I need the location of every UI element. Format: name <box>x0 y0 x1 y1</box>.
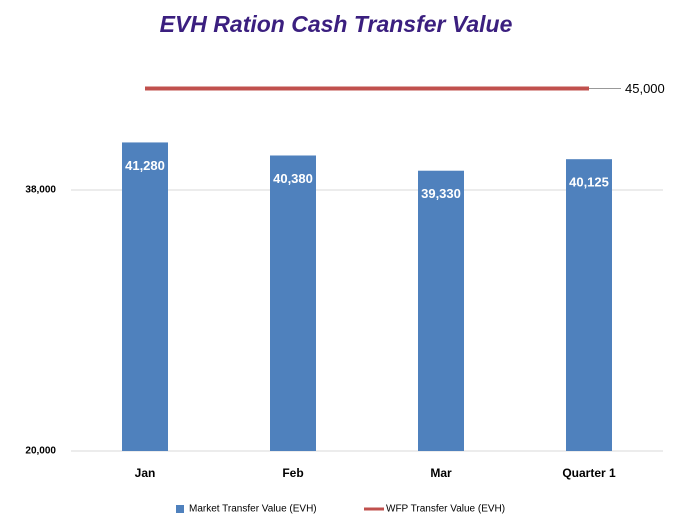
x-tick-label: Jan <box>135 466 156 480</box>
bar <box>566 159 612 451</box>
bar <box>418 170 464 451</box>
bar <box>122 142 168 451</box>
data-label: 39,330 <box>421 186 461 201</box>
x-tick-label: Quarter 1 <box>562 466 616 480</box>
data-label: 41,280 <box>125 158 165 173</box>
x-tick-label: Mar <box>430 466 452 480</box>
legend-swatch <box>176 505 184 513</box>
data-label: 45,000 <box>625 81 665 96</box>
data-label: 40,380 <box>273 171 313 186</box>
legend-label: Market Transfer Value (EVH) <box>189 504 317 515</box>
x-tick-label: Feb <box>282 466 303 480</box>
data-label: 40,125 <box>569 175 609 190</box>
bar <box>270 155 316 452</box>
y-tick-label: 38,000 <box>25 185 56 196</box>
chart-title: EVH Ration Cash Transfer Value <box>160 11 513 37</box>
y-tick-label: 20,000 <box>25 446 56 457</box>
legend-label: WFP Transfer Value (EVH) <box>386 504 505 515</box>
